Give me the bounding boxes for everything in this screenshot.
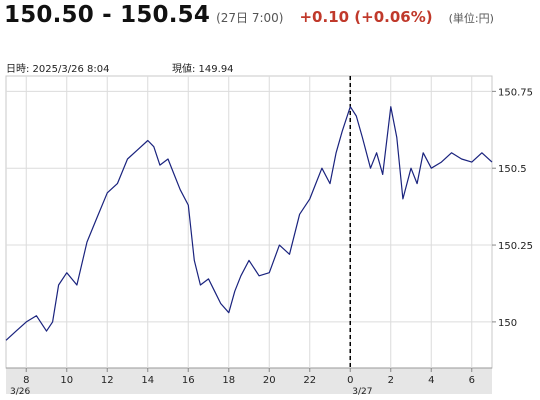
y-tick-label: 150.5 (498, 164, 527, 175)
unit-label: (単位:円) (448, 12, 494, 25)
x-tick-label: 20 (263, 375, 276, 386)
date-label: 3/26 (10, 387, 30, 397)
price-series-line (5, 106, 493, 341)
bid-ask-price: 150.50 - 150.54 (4, 2, 211, 28)
quote-time: (27日 7:00) (216, 11, 284, 25)
date-label: 3/27 (352, 387, 372, 397)
crosshair-info: 日時: 2025/3/26 8:04 現値: 149.94 (6, 60, 234, 75)
y-tick-label: 150.75 (498, 87, 533, 98)
x-tick-label: 10 (60, 375, 73, 386)
x-tick-label: 6 (469, 375, 475, 386)
x-tick-label: 2 (388, 375, 394, 386)
x-tick-label: 0 (347, 375, 353, 386)
x-tick-label: 22 (303, 375, 316, 386)
y-tick-label: 150.25 (498, 241, 533, 252)
quote-header: 150.50 - 150.54 (27日 7:00) +0.10 (+0.06%… (4, 2, 494, 36)
x-tick-label: 18 (222, 375, 235, 386)
info-current-price: 現値: 149.94 (172, 64, 234, 75)
x-tick-label: 4 (428, 375, 434, 386)
info-timestamp: 日時: 2025/3/26 8:04 (6, 64, 110, 75)
plot-area (5, 75, 493, 369)
x-tick-label: 16 (182, 375, 195, 386)
date-labels: 3/26 3/27 (10, 387, 372, 397)
x-axis: 8 10 12 14 16 18 20 22 0 2 4 6 (23, 368, 475, 386)
y-tick-label: 150 (498, 318, 517, 329)
y-axis: 150 150.25 150.5 150.75 (492, 87, 533, 329)
x-axis-band (6, 368, 492, 394)
x-tick-label: 14 (141, 375, 154, 386)
price-change: +0.10 (+0.06%) (299, 8, 433, 26)
x-tick-label: 8 (23, 375, 29, 386)
x-tick-label: 12 (101, 375, 114, 386)
